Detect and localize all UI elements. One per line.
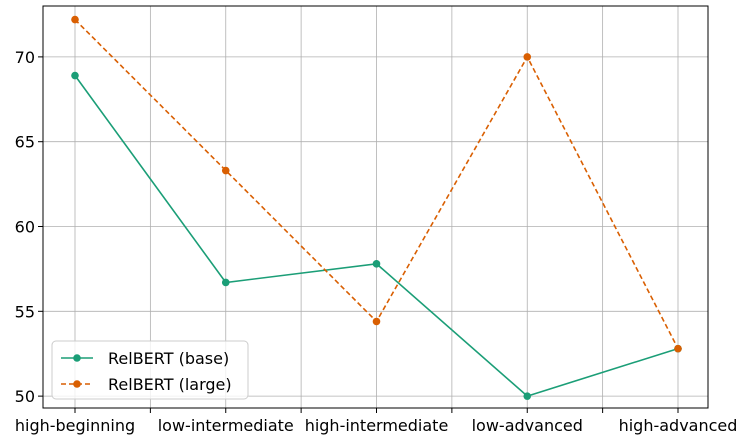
data-point (674, 344, 682, 353)
y-tick-label: 50 (15, 387, 35, 406)
data-point (221, 166, 230, 175)
data-point (372, 317, 381, 326)
legend-label-0: RelBERT (base) (108, 349, 229, 368)
data-point (523, 53, 532, 61)
legend: RelBERT (base) RelBERT (large) (51, 340, 249, 400)
y-tick-label: 60 (15, 218, 35, 237)
data-point (71, 15, 79, 24)
plot-frame (42, 5, 709, 409)
data-point (71, 71, 79, 80)
data-point (221, 278, 230, 287)
data-point (372, 260, 381, 268)
y-tick-label: 65 (15, 133, 35, 152)
x-tick-label: low-advanced (472, 416, 583, 435)
y-tick-label: 70 (15, 48, 35, 67)
x-tick-label: low-intermediate (158, 416, 294, 435)
legend-marker-0 (73, 354, 81, 362)
x-tick-label: high-beginning (15, 416, 135, 435)
legend-label-1: RelBERT (large) (108, 375, 232, 394)
y-tick-label: 55 (15, 302, 35, 321)
data-point (523, 392, 532, 400)
x-tick-label: high-intermediate (305, 416, 449, 435)
legend-marker-1 (73, 380, 81, 388)
x-tick-label: high-advanced (619, 416, 738, 435)
series-layer (71, 15, 682, 400)
x-axis: high-beginning low-intermediate high-inter… (15, 408, 738, 435)
legend-box (51, 340, 249, 400)
y-axis: 50 55 60 65 70 (15, 48, 43, 406)
